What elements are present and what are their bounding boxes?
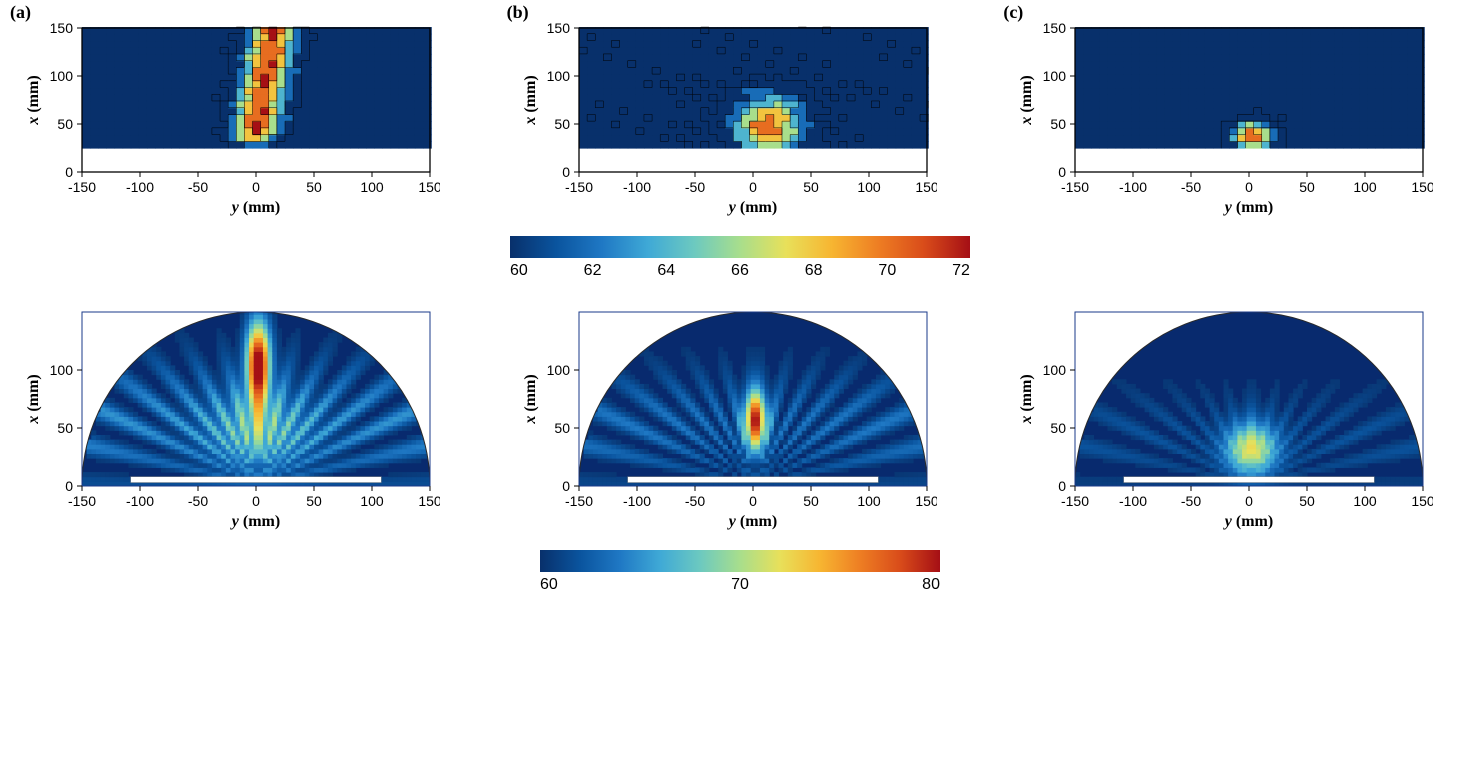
svg-text:0: 0 (65, 164, 73, 180)
panel-a-bottom: -150-100-50050100150050100y (mm)x (mm) (20, 304, 467, 534)
svg-text:x (mm): x (mm) (25, 75, 42, 125)
svg-text:150: 150 (1043, 20, 1067, 36)
colorbar-bottom-ticks: 607080 (540, 576, 940, 594)
svg-text:100: 100 (1354, 179, 1378, 195)
svg-text:-100: -100 (623, 179, 651, 195)
svg-text:100: 100 (857, 179, 881, 195)
svg-text:x (mm): x (mm) (522, 75, 539, 125)
svg-text:100: 100 (360, 179, 384, 195)
panel-label-b: (b) (507, 2, 529, 23)
panel-b-top: (b) -150-100-50050100150050100150y (mm)x… (517, 20, 964, 220)
svg-text:50: 50 (1300, 179, 1316, 195)
panel-label-a: (a) (10, 2, 31, 23)
svg-text:50: 50 (57, 116, 73, 132)
svg-text:0: 0 (749, 179, 757, 195)
svg-text:50: 50 (1051, 116, 1067, 132)
panel-c-bottom: -150-100-50050100150050100y (mm)x (mm) (1013, 304, 1460, 534)
svg-text:y (mm): y (mm) (1223, 199, 1273, 216)
svg-text:0: 0 (1059, 164, 1067, 180)
svg-text:0: 0 (252, 179, 260, 195)
svg-text:-50: -50 (1181, 179, 1201, 195)
colorbar-top-row: 60626466687072 (20, 236, 1460, 280)
svg-text:150: 150 (418, 179, 440, 195)
svg-text:-50: -50 (188, 179, 208, 195)
svg-text:100: 100 (546, 68, 570, 84)
svg-text:-150: -150 (1061, 179, 1089, 195)
svg-text:-50: -50 (685, 179, 705, 195)
colorbar-bottom: 607080 (540, 550, 940, 594)
svg-text:x (mm): x (mm) (1018, 75, 1035, 125)
colorbar-bottom-gradient (540, 550, 940, 572)
chart-bottom-a: -150-100-50050100150050100y (mm)x (mm) (20, 304, 440, 534)
svg-text:-150: -150 (565, 179, 593, 195)
chart-bottom-b: -150-100-50050100150050100y (mm)x (mm) (517, 304, 937, 534)
svg-text:0: 0 (562, 164, 570, 180)
svg-text:0: 0 (1245, 179, 1253, 195)
svg-text:150: 150 (546, 20, 570, 36)
colorbar-top-gradient (510, 236, 970, 258)
panel-label-c: (c) (1003, 2, 1023, 23)
chart-bottom-c: -150-100-50050100150050100y (mm)x (mm) (1013, 304, 1433, 534)
svg-text:y (mm): y (mm) (726, 199, 776, 216)
svg-text:50: 50 (554, 116, 570, 132)
chart-top-b: -150 -100 -50 0 50 100 150 0 50 100 150 y (mm) x (mm… (517, 20, 937, 220)
svg-text:150: 150 (915, 179, 937, 195)
svg-text:100: 100 (1043, 68, 1067, 84)
svg-text:-150: -150 (68, 179, 96, 195)
svg-text:y (mm): y (mm) (230, 199, 280, 216)
colorbar-top-ticks: 60626466687072 (510, 262, 970, 280)
panel-b-bottom: -150-100-50050100150050100y (mm)x (mm) (517, 304, 964, 534)
colorbar-top: 60626466687072 (510, 236, 970, 280)
svg-text:150: 150 (50, 20, 74, 36)
panel-a-top: (a) -150-100-50050100150050100150y (mm)x… (20, 20, 467, 220)
svg-text:-100: -100 (126, 179, 154, 195)
chart-top-a: -150 -100 -50 0 50 100 150 0 50 100 150 y (mm) x (mm… (20, 20, 440, 220)
svg-text:100: 100 (50, 68, 74, 84)
chart-top-c: -150 -100 -50 0 50 100 150 0 50 100 150 y (mm) x (mm… (1013, 20, 1433, 220)
svg-text:-100: -100 (1119, 179, 1147, 195)
colorbar-bottom-row: 607080 (20, 550, 1460, 594)
panel-c-top: (c) -150-100-50050100150050100150y (mm)x… (1013, 20, 1460, 220)
svg-text:50: 50 (803, 179, 819, 195)
svg-text:150: 150 (1412, 179, 1434, 195)
figure-grid: (a) -150-100-50050100150050100150y (mm)x… (20, 20, 1460, 608)
svg-text:50: 50 (306, 179, 322, 195)
